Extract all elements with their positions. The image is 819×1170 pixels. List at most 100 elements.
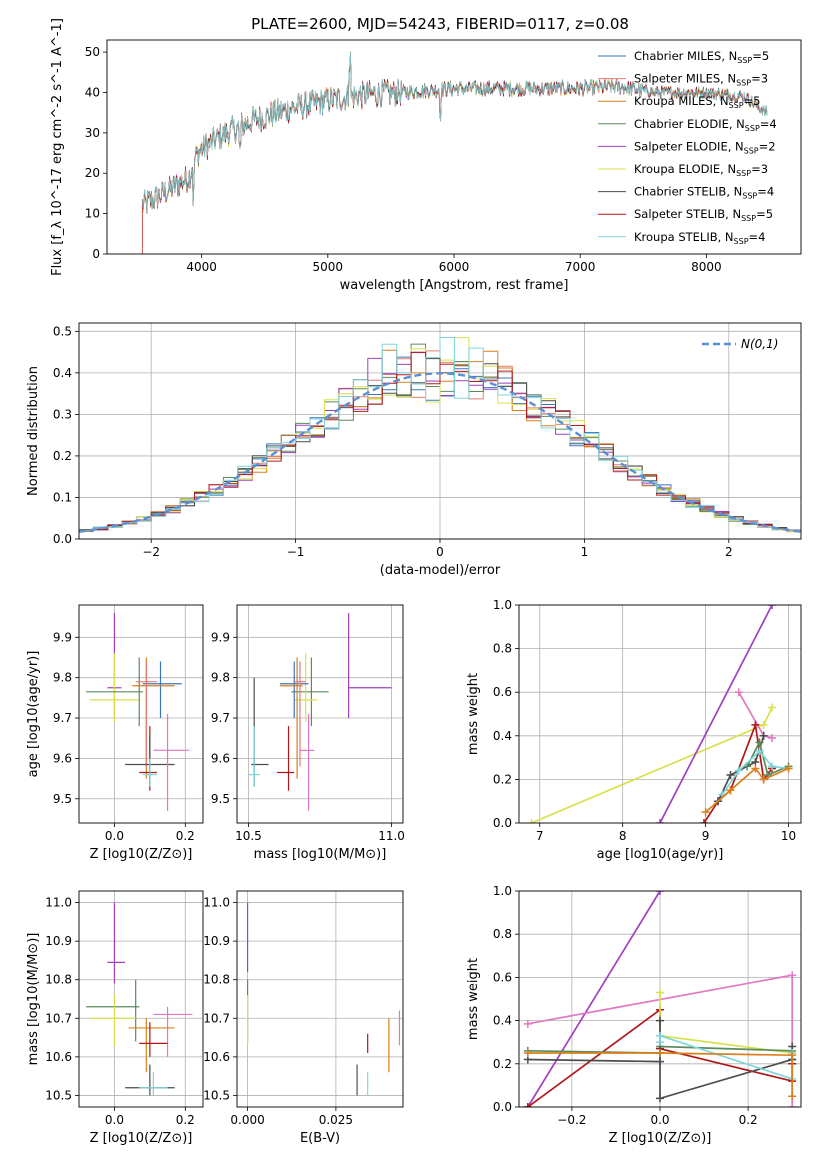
weight-marker xyxy=(656,1049,664,1057)
plot-area-spectrum xyxy=(141,51,768,254)
datapoint xyxy=(279,661,309,719)
x-tick-label: 7000 xyxy=(565,260,596,274)
weight-marker xyxy=(767,733,776,742)
y-tick-label: 40 xyxy=(85,85,100,99)
datapoint xyxy=(139,1022,168,1057)
x-tick-label: 8000 xyxy=(691,260,722,274)
y-tick-label: 9.9 xyxy=(53,630,72,644)
legend-value: =5 xyxy=(752,49,769,63)
datapoint xyxy=(107,902,126,984)
legend-value: =3 xyxy=(751,72,768,86)
normal-curve xyxy=(79,372,801,533)
weight-marker xyxy=(734,766,743,775)
y-tick-label: 1.0 xyxy=(493,598,512,612)
weight-marker xyxy=(656,1016,664,1025)
legend-value: =3 xyxy=(751,162,768,176)
axes-frame xyxy=(236,890,404,1108)
y-tick-label: 0.8 xyxy=(493,927,512,941)
datapoint xyxy=(153,1006,193,1057)
y-tick-label: 0.4 xyxy=(493,1014,512,1028)
legend-value: =4 xyxy=(760,117,777,131)
weight-marker xyxy=(701,808,710,817)
legend-subscript: SSP xyxy=(729,101,744,110)
weight-marker xyxy=(759,775,768,784)
legend-subscript: SSP xyxy=(741,214,756,223)
x-tick-label: 11.0 xyxy=(378,829,405,843)
legend-subscript: SSP xyxy=(734,237,749,246)
legend-subscript: SSP xyxy=(736,79,751,88)
legend-subscript: SSP xyxy=(737,56,752,65)
y-axis-label: age [log10(age/yr)] xyxy=(26,651,41,778)
x-tick-label: 0.0 xyxy=(650,1113,669,1127)
x-tick-label: 1 xyxy=(581,545,589,559)
weight-marker xyxy=(523,1049,532,1057)
weight-marker xyxy=(699,819,708,823)
legend-label: Chabrier MILES, NSSP=5 xyxy=(634,49,769,65)
datapoint xyxy=(248,726,260,787)
axes-frame xyxy=(518,604,802,824)
y-tick-label: 9.9 xyxy=(211,630,230,644)
datapoint xyxy=(86,979,140,1042)
legend-normal-label: N(0,1) xyxy=(741,337,778,351)
weight-marker xyxy=(656,819,664,823)
y-tick-label: 9.7 xyxy=(211,711,230,725)
x-axis-label: E(B-V) xyxy=(300,1131,340,1146)
y-tick-label: 10.6 xyxy=(45,1050,72,1064)
axes-frame xyxy=(106,39,802,255)
y-tick-label: 0.8 xyxy=(493,642,512,656)
x-tick-label: 0.0 xyxy=(105,829,124,843)
y-axis-label: mass [log10(M/M⊙)] xyxy=(26,933,41,1066)
weight-marker xyxy=(751,764,760,773)
x-tick-label: 5000 xyxy=(313,260,344,274)
weight-marker xyxy=(527,819,536,823)
y-tick-label: 0 xyxy=(92,247,100,261)
plot-area-weight-vs-age xyxy=(527,605,793,823)
legend-label: Kroupa ELODIE, NSSP=3 xyxy=(634,162,768,178)
y-tick-label: 20 xyxy=(85,166,100,180)
y-tick-label: 0.3 xyxy=(53,407,72,421)
weight-marker xyxy=(788,971,797,980)
grid-mass-vs-ebv xyxy=(237,891,403,1107)
y-tick-label: 10.5 xyxy=(45,1088,72,1102)
legend-value: =5 xyxy=(744,94,761,108)
plot-area-weight-vs-Z xyxy=(523,891,797,1107)
legend-label: Salpeter STELIB, NSSP=5 xyxy=(634,207,773,223)
weight-marker xyxy=(784,764,793,773)
y-tick-label: 0.0 xyxy=(493,816,512,830)
datapoint xyxy=(348,613,392,719)
y-tick-label: 0.2 xyxy=(53,449,72,463)
chart-mass-vs-Z: 0.0 0.2 10.5 10.6 10.7 10.8 10.9 11.0 Z [log10(Z… xyxy=(26,890,204,1146)
x-tick-label: 2 xyxy=(725,545,733,559)
x-tick-label: 0.0 xyxy=(105,1113,124,1127)
weight-line xyxy=(746,739,789,777)
y-axis-label: Flux [f_λ 10^-17 erg cm^-2 s^-1 A^-1] xyxy=(50,18,65,276)
grid-age-vs-mass xyxy=(237,605,403,823)
weight-marker xyxy=(767,762,776,771)
chart-age-vs-Z: 0.0 0.2 9.5 9.6 9.7 9.8 9.9 Z [log10(Z/Z⊙)] age … xyxy=(26,604,204,862)
datapoint xyxy=(89,995,136,1046)
legend-label: Salpeter MILES, NSSP=3 xyxy=(634,72,768,88)
y-tick-label: 0.6 xyxy=(493,685,512,699)
y-tick-label: 10 xyxy=(85,207,100,221)
y-tick-label: 0.0 xyxy=(53,532,72,546)
x-tick-label: −2 xyxy=(142,545,160,559)
weight-marker xyxy=(788,1051,797,1060)
chart-weight-vs-age: 7 8 9 10 0.0 0.2 0.4 0.6 0.8 1.0 age [log10(age/yr… xyxy=(466,598,802,862)
x-tick-label: 4000 xyxy=(186,260,217,274)
legend-value: =2 xyxy=(759,139,776,153)
datapoint xyxy=(277,726,295,791)
y-tick-label: 11.0 xyxy=(45,896,72,910)
x-tick-label: 6000 xyxy=(439,260,470,274)
axes-frame xyxy=(236,604,404,824)
weight-marker xyxy=(726,786,735,795)
y-tick-label: 0.4 xyxy=(53,366,72,380)
legend-subscript: SSP xyxy=(742,192,757,201)
weight-line xyxy=(703,721,773,823)
histogram-kroupa-stelib xyxy=(79,337,801,532)
x-tick-label: −0.2 xyxy=(557,1113,586,1127)
legend-value: =4 xyxy=(749,230,766,244)
x-axis-label: Z [log10(Z/Z⊙)] xyxy=(90,1131,193,1146)
weight-marker xyxy=(755,747,764,756)
datapoint xyxy=(139,1072,168,1096)
